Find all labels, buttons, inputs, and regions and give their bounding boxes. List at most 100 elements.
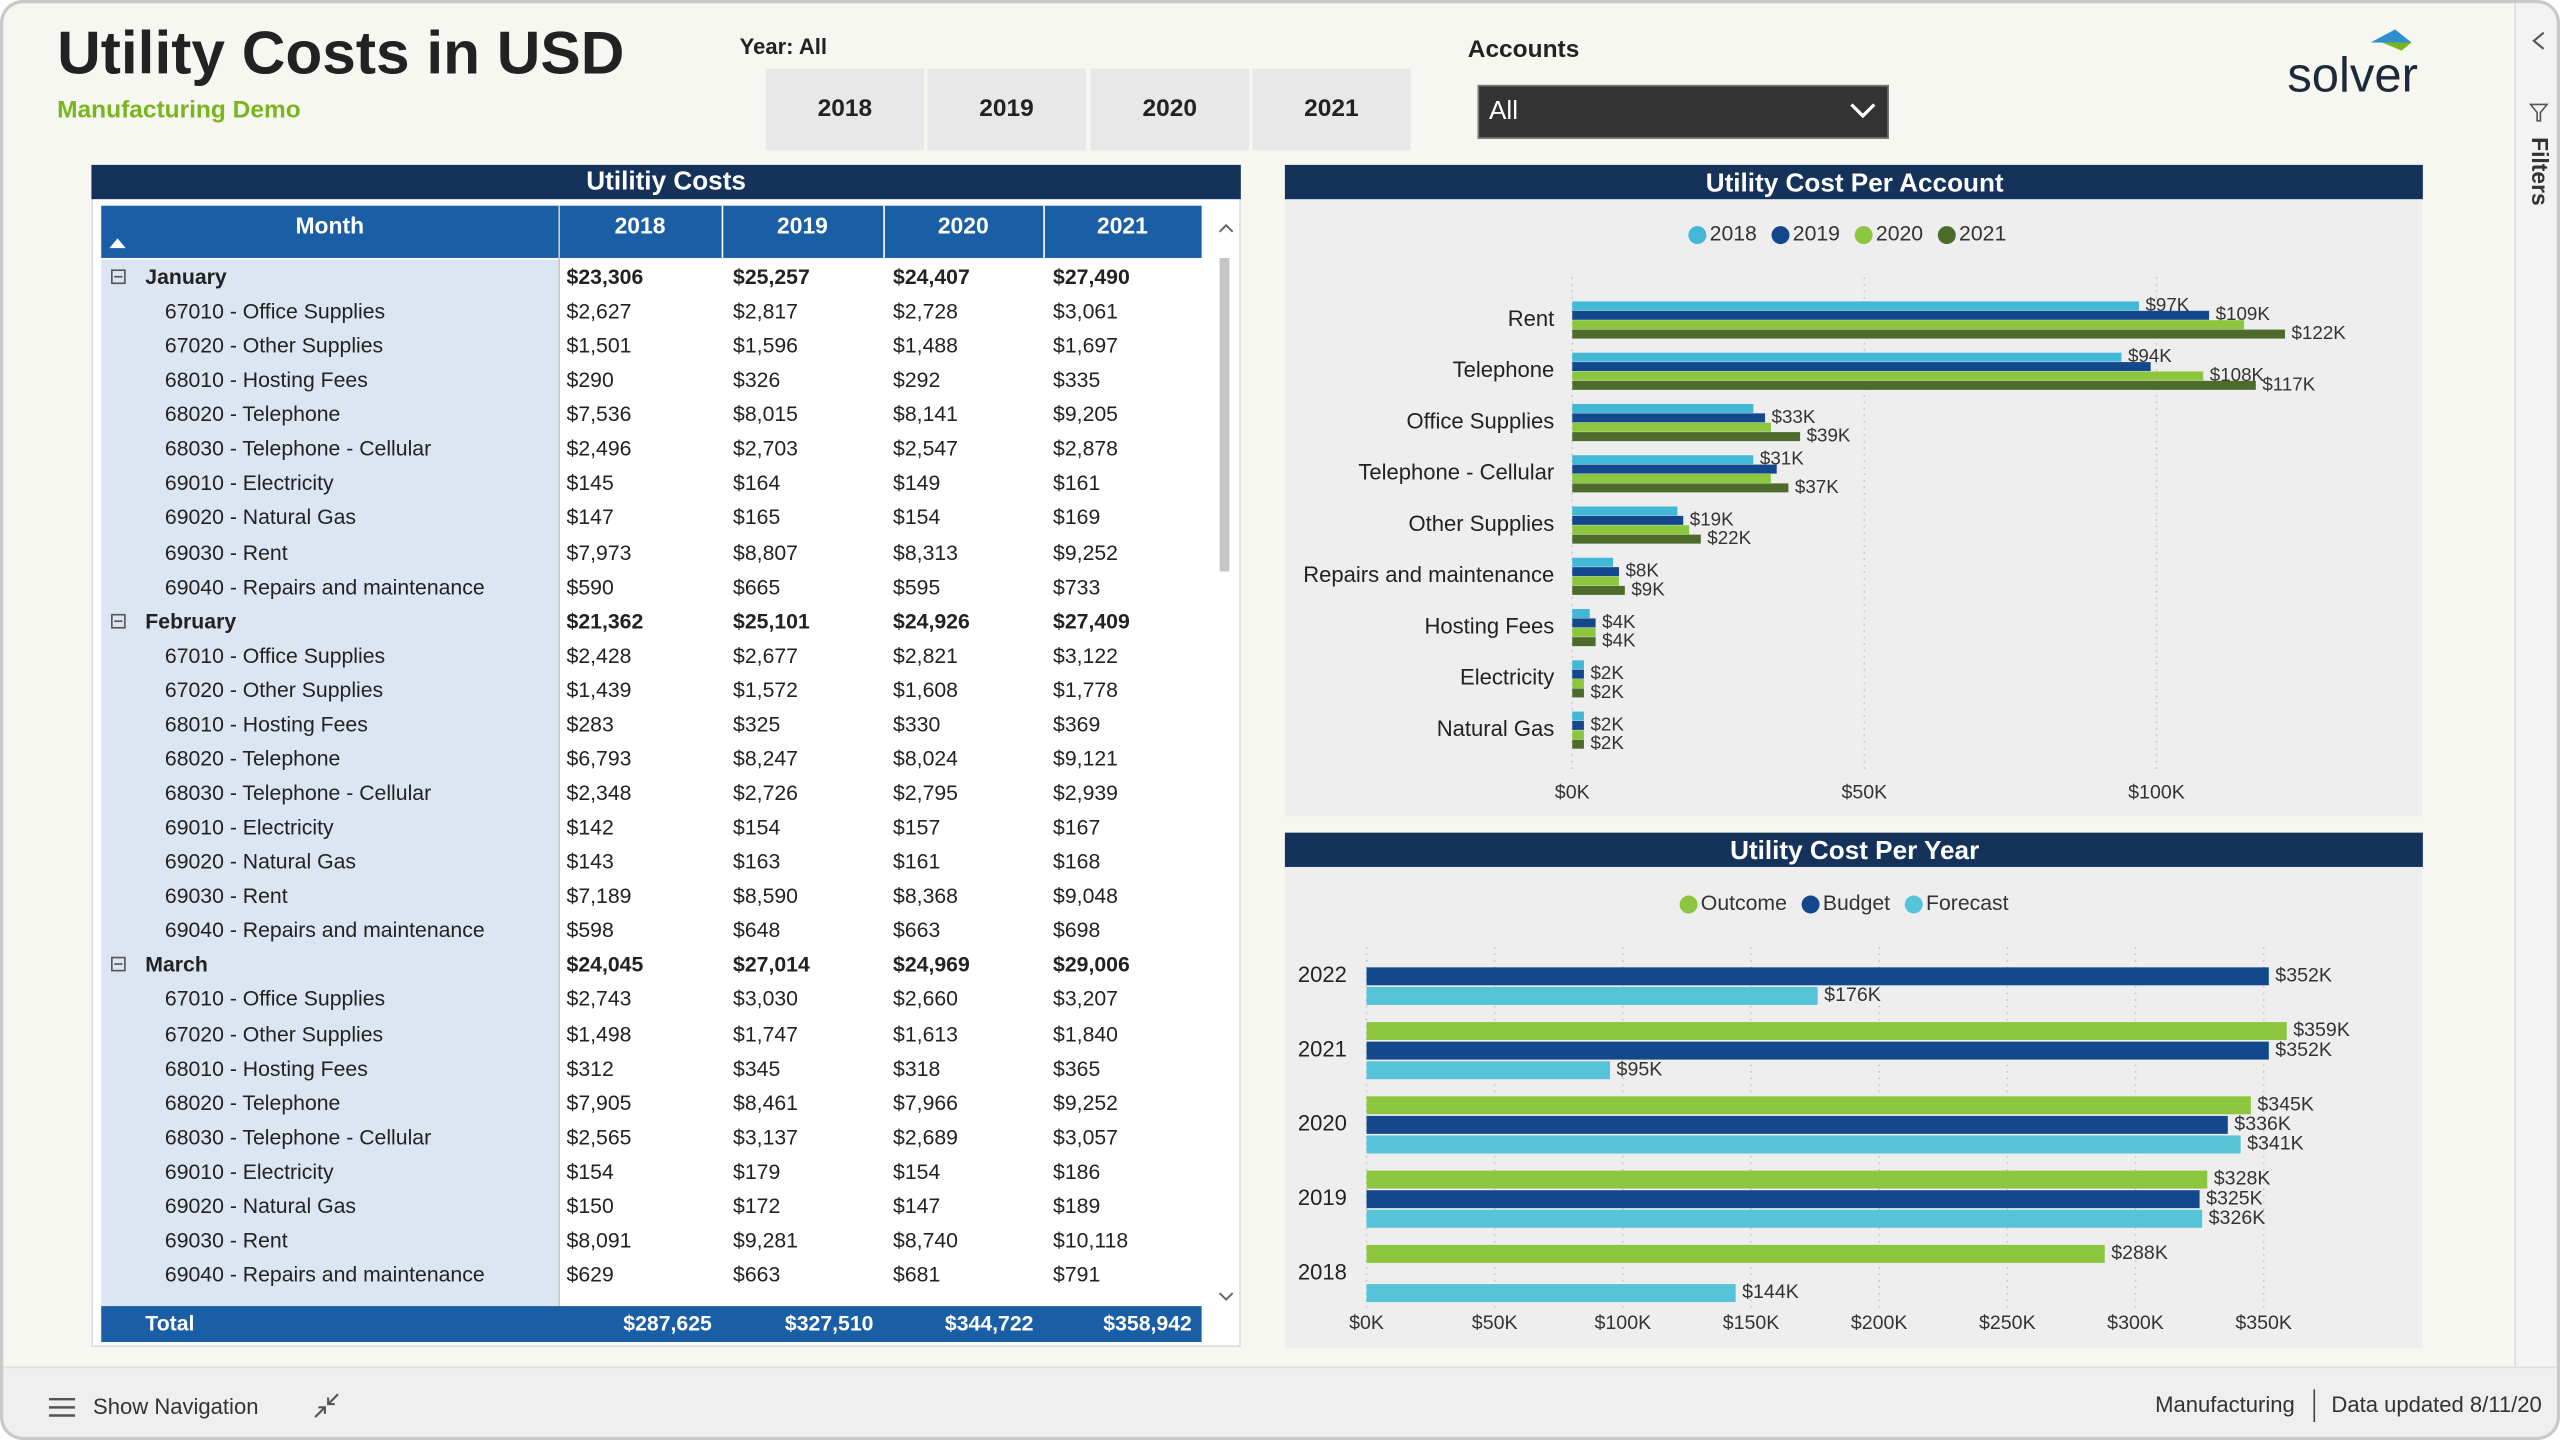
legend-label: Forecast [1926, 892, 2009, 915]
cell-value: $172 [733, 1193, 781, 1218]
data-label: $109K [2216, 303, 2271, 324]
cell-value: $8,247 [733, 746, 798, 771]
data-label: $33K [1772, 406, 1816, 427]
account-label: 68030 - Telephone - Cellular [164, 780, 432, 805]
sort-icon[interactable] [108, 237, 128, 250]
data-label: $328K [2214, 1168, 2271, 1190]
legend-label: 2018 [1710, 223, 1757, 246]
total-value: $287,625 [623, 1311, 712, 1336]
legend-marker [1904, 895, 1923, 914]
cell-value: $2,726 [733, 780, 798, 805]
cell-value: $292 [893, 367, 941, 393]
cell-value: $154 [893, 505, 941, 530]
cell-value: $154 [733, 814, 781, 840]
cell-value: $733 [1053, 574, 1101, 599]
cell-value: $1,498 [566, 1021, 632, 1046]
expand-icon[interactable] [111, 269, 126, 285]
cell-value: $598 [566, 918, 614, 943]
cell-value: $147 [566, 505, 614, 530]
cell-value: $3,122 [1053, 642, 1118, 668]
x-tick-label: $100K [2128, 782, 2185, 804]
year-button[interactable]: 2021 [1252, 68, 1411, 151]
account-label: 68020 - Telephone [164, 402, 341, 427]
data-label: $341K [2247, 1133, 2304, 1155]
data-label: $2K [1590, 713, 1624, 734]
bar [1366, 1096, 2251, 1115]
cell-value: $3,057 [1053, 1124, 1118, 1149]
bar [1366, 986, 1818, 1005]
data-label: $2K [1590, 681, 1624, 702]
cell-value: $147 [893, 1193, 941, 1218]
filters-label: Filters [2527, 137, 2554, 206]
y-tick-label: Hosting Fees [1424, 613, 1554, 638]
year-button[interactable]: 2019 [927, 68, 1086, 151]
year-button[interactable]: 2020 [1090, 68, 1249, 151]
cell-value: $9,281 [733, 1227, 798, 1253]
data-label: $122K [2292, 322, 2347, 343]
bar [1572, 352, 2122, 362]
account-label: 69010 - Electricity [164, 470, 334, 496]
account-label: 67020 - Other Supplies [164, 1021, 384, 1046]
accounts-dropdown[interactable]: All [1477, 84, 1889, 139]
account-label: 68010 - Hosting Fees [164, 711, 368, 737]
cell-value: $2,939 [1053, 780, 1118, 805]
data-label: $19K [1690, 508, 1734, 529]
cell-value: $312 [566, 1055, 614, 1081]
collapse-icon[interactable] [2529, 29, 2549, 52]
data-label: $9K [1631, 578, 1665, 599]
cell-value: $2,817 [733, 298, 798, 324]
data-label: $288K [2111, 1242, 2168, 1264]
account-label: 69010 - Electricity [164, 814, 334, 840]
show-navigation[interactable]: Show Navigation [93, 1394, 259, 1419]
month-label: March [145, 952, 208, 977]
bar [1572, 422, 1771, 432]
bar [1572, 403, 1754, 413]
filters-pane[interactable]: Filters [2514, 3, 2557, 1367]
scroll-up[interactable] [1218, 222, 1234, 235]
chart-title-bar [1284, 832, 2423, 867]
legend-marker [1688, 226, 1707, 245]
cell-value: $165 [733, 505, 781, 530]
expand-icon[interactable] [111, 957, 126, 973]
bar [1572, 711, 1584, 721]
logo: solver [2287, 29, 2418, 102]
expand-icon[interactable] [111, 613, 126, 629]
cell-value: $8,091 [566, 1227, 632, 1253]
month-total: $24,045 [566, 952, 644, 977]
data-label: $352K [2275, 964, 2332, 986]
cell-value: $7,905 [566, 1090, 632, 1115]
cell-value: $665 [733, 574, 781, 599]
bar [1572, 669, 1584, 679]
x-tick-label: $100K [1595, 1312, 1652, 1334]
bar [1572, 310, 2210, 320]
fit-icon[interactable] [313, 1393, 339, 1419]
cell-value: $335 [1053, 367, 1101, 393]
account-label: 69030 - Rent [164, 539, 288, 565]
cell-value: $149 [893, 470, 941, 496]
y-tick-label: 2019 [1298, 1185, 1347, 1210]
column-separator [1043, 205, 1045, 258]
cell-value: $2,743 [566, 986, 632, 1012]
bar [1572, 525, 1690, 535]
cell-value: $1,488 [893, 333, 958, 358]
scrollbar[interactable] [1218, 216, 1234, 1307]
menu-icon[interactable] [47, 1396, 76, 1419]
cell-value: $9,121 [1053, 746, 1118, 771]
scroll-thumb[interactable] [1219, 257, 1230, 572]
cell-value: $167 [1053, 814, 1101, 840]
bar [1572, 679, 1584, 689]
account-label: 67010 - Office Supplies [164, 986, 386, 1012]
data-label: $39K [1807, 425, 1851, 446]
cell-value: $369 [1053, 711, 1101, 737]
y-tick-label: Telephone [1453, 357, 1555, 382]
year-button[interactable]: 2018 [765, 68, 925, 151]
cell-value: $1,778 [1053, 677, 1118, 702]
dropdown-chevron [1850, 103, 1876, 119]
cell-value: $1,613 [893, 1021, 958, 1046]
scroll-down[interactable] [1218, 1290, 1234, 1303]
cell-value: $1,608 [893, 677, 958, 702]
cell-value: $161 [1053, 470, 1101, 496]
month-total: $23,306 [566, 264, 644, 289]
column-separator [721, 205, 724, 258]
bar [1366, 1041, 2269, 1060]
